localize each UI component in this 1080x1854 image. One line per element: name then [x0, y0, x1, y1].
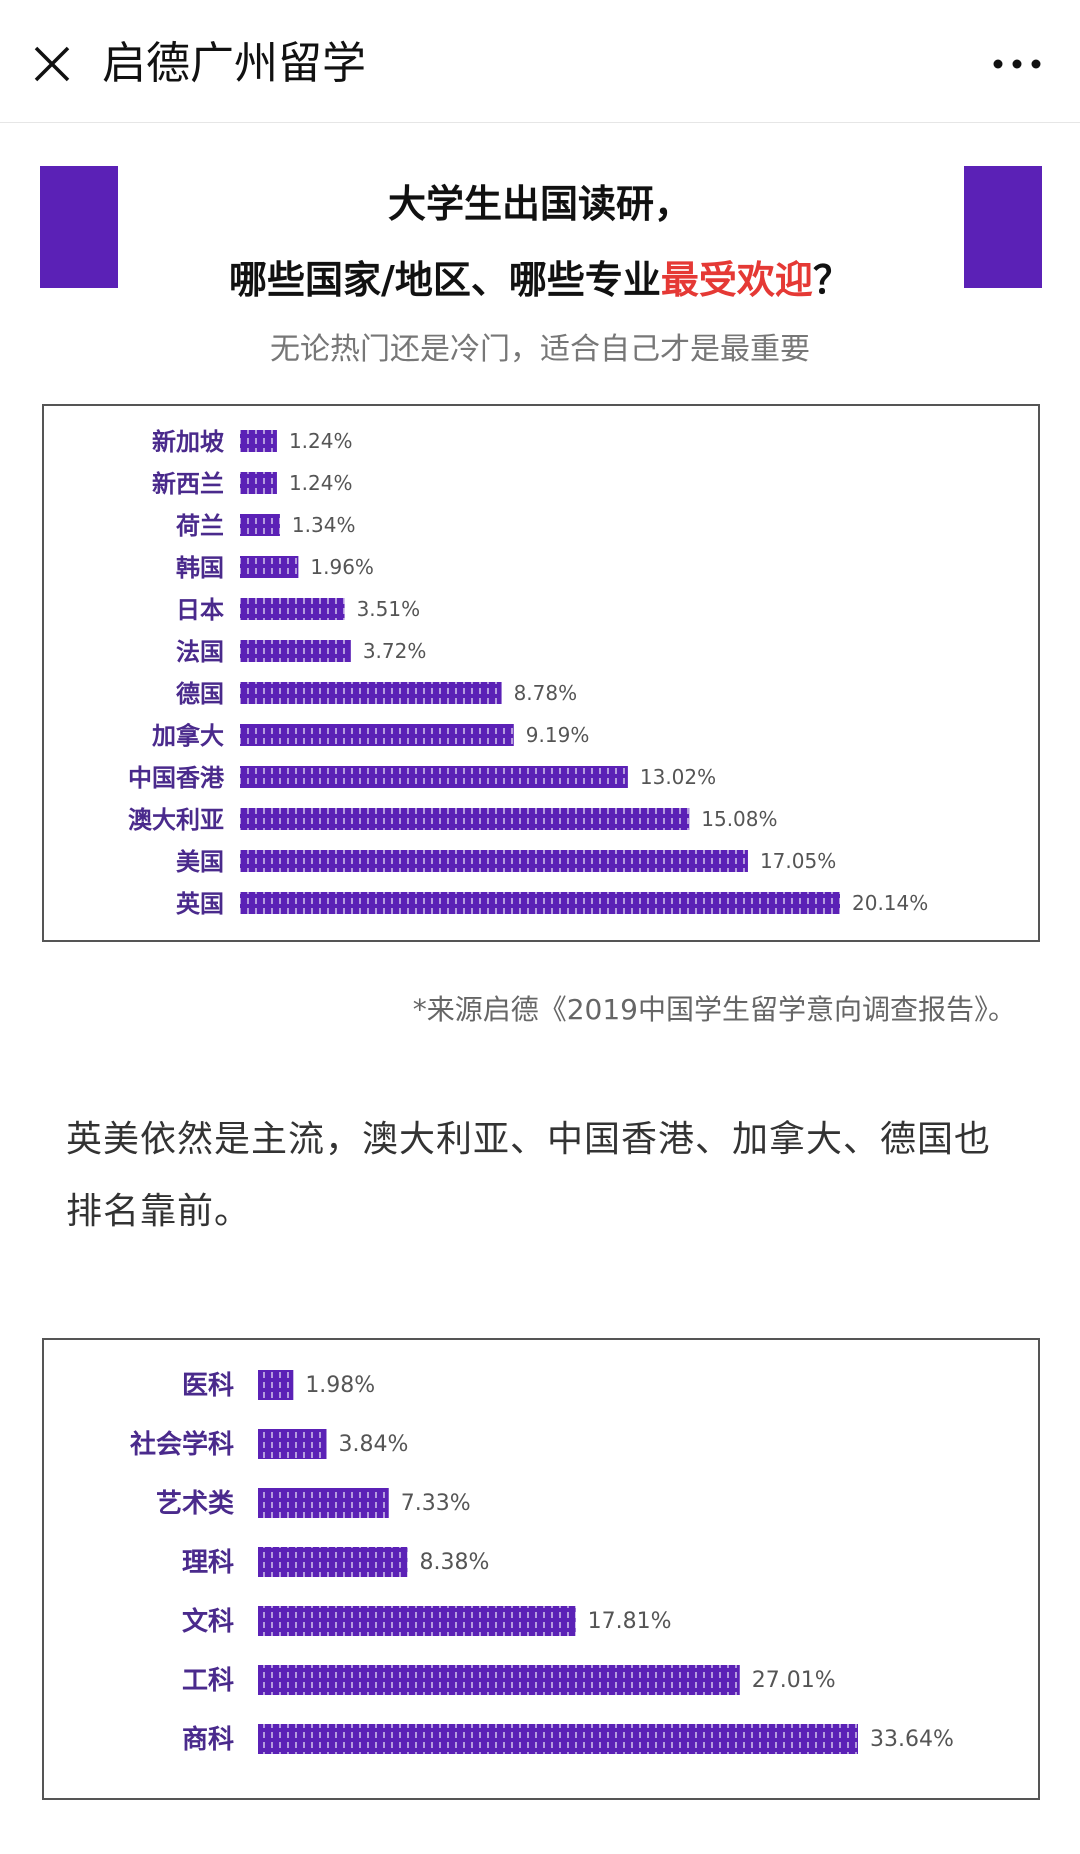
category-label: 德国 — [176, 680, 224, 708]
value-label: 7.33% — [401, 1491, 471, 1516]
subtitle: 无论热门还是冷门，适合自己才是最重要 — [270, 332, 810, 367]
category-label: 商科 — [182, 1724, 234, 1755]
value-label: 20.14% — [852, 891, 928, 915]
category-label: 美国 — [176, 848, 224, 876]
value-label: 1.98% — [305, 1373, 375, 1398]
country-chart: 新加坡 1.24% 新西兰 1.24% 荷兰 1.34% 韩国 1.96% 日本 3.51% 法国 3… — [42, 404, 1040, 942]
value-label: 13.02% — [640, 765, 716, 789]
bar — [240, 598, 345, 620]
category-label: 理科 — [182, 1548, 234, 1578]
bar — [258, 1370, 294, 1400]
more-options-icon[interactable] — [992, 58, 1042, 70]
value-label: 3.72% — [363, 639, 427, 663]
value-label: 33.64% — [870, 1727, 954, 1752]
category-label: 艺术类 — [156, 1489, 234, 1519]
category-label: 工科 — [182, 1666, 234, 1696]
headline-accent: 最受欢迎 — [660, 258, 813, 302]
page-title: 启德广州留学 — [102, 38, 366, 89]
country-chart-svg: 新加坡 1.24% 新西兰 1.24% 荷兰 1.34% 韩国 1.96% 日本 3.51% 法国 3… — [128, 428, 928, 918]
bar — [258, 1665, 740, 1695]
bar — [258, 1606, 576, 1636]
category-label: 中国香港 — [128, 764, 225, 792]
category-label: 加拿大 — [152, 722, 224, 750]
bar — [240, 892, 840, 914]
category-label: 澳大利亚 — [128, 806, 224, 834]
value-label: 1.24% — [289, 471, 353, 495]
value-label: 9.19% — [526, 723, 590, 747]
value-label: 3.84% — [338, 1432, 408, 1457]
headline-line-1: 大学生出国读研， — [387, 182, 692, 226]
bar — [258, 1429, 327, 1459]
category-label: 文科 — [182, 1606, 234, 1637]
headline-prefix: 哪些国家/地区、哪些专业 — [229, 258, 661, 302]
bar — [240, 850, 748, 872]
value-label: 8.38% — [419, 1550, 489, 1575]
bar — [240, 556, 299, 578]
bar — [240, 724, 514, 746]
bar — [240, 514, 280, 536]
bar — [240, 808, 690, 830]
decorative-bar-left — [40, 166, 118, 288]
bar — [258, 1547, 408, 1577]
value-label: 17.05% — [760, 849, 836, 873]
bar — [258, 1724, 858, 1754]
bar — [240, 472, 277, 494]
bar — [240, 430, 277, 452]
top-nav-bar: 启德广州留学 — [0, 0, 1080, 123]
bar — [258, 1488, 389, 1518]
category-label: 英国 — [176, 890, 224, 918]
bar — [240, 640, 351, 662]
value-label: 27.01% — [752, 1668, 836, 1693]
decorative-bar-right — [964, 166, 1042, 288]
major-chart-svg: 医科 1.98% 社会学科 3.84% 艺术类 7.33% 理科 8.38% 文科 17.81% 工… — [130, 1370, 954, 1755]
category-label: 法国 — [176, 638, 224, 666]
major-chart: 医科 1.98% 社会学科 3.84% 艺术类 7.33% 理科 8.38% 文科 17.81% 工… — [42, 1338, 1040, 1800]
source-note: *来源启德《2019中国学生留学意向调查报告》。 — [412, 993, 1016, 1026]
category-label: 韩国 — [176, 554, 224, 582]
category-label: 新加坡 — [152, 428, 224, 456]
headline-line-2: 哪些国家/地区、哪些专业最受欢迎？ — [120, 254, 960, 306]
value-label: 1.96% — [310, 555, 374, 579]
category-label: 社会学科 — [130, 1429, 234, 1460]
bar — [240, 766, 628, 788]
headline-suffix: ？ — [812, 258, 851, 302]
body-paragraph: 英美依然是主流，澳大利亚、中国香港、加拿大、德国也排名靠前。 — [66, 1119, 992, 1232]
category-label: 新西兰 — [152, 470, 224, 498]
category-label: 日本 — [176, 596, 224, 624]
category-label: 医科 — [182, 1371, 234, 1401]
value-label: 8.78% — [514, 681, 578, 705]
value-label: 15.08% — [701, 807, 777, 831]
value-label: 17.81% — [588, 1609, 672, 1634]
value-label: 3.51% — [357, 597, 421, 621]
bar — [240, 682, 502, 704]
category-label: 荷兰 — [176, 512, 224, 540]
value-label: 1.34% — [292, 513, 356, 537]
close-icon[interactable] — [32, 44, 72, 84]
value-label: 1.24% — [289, 429, 353, 453]
